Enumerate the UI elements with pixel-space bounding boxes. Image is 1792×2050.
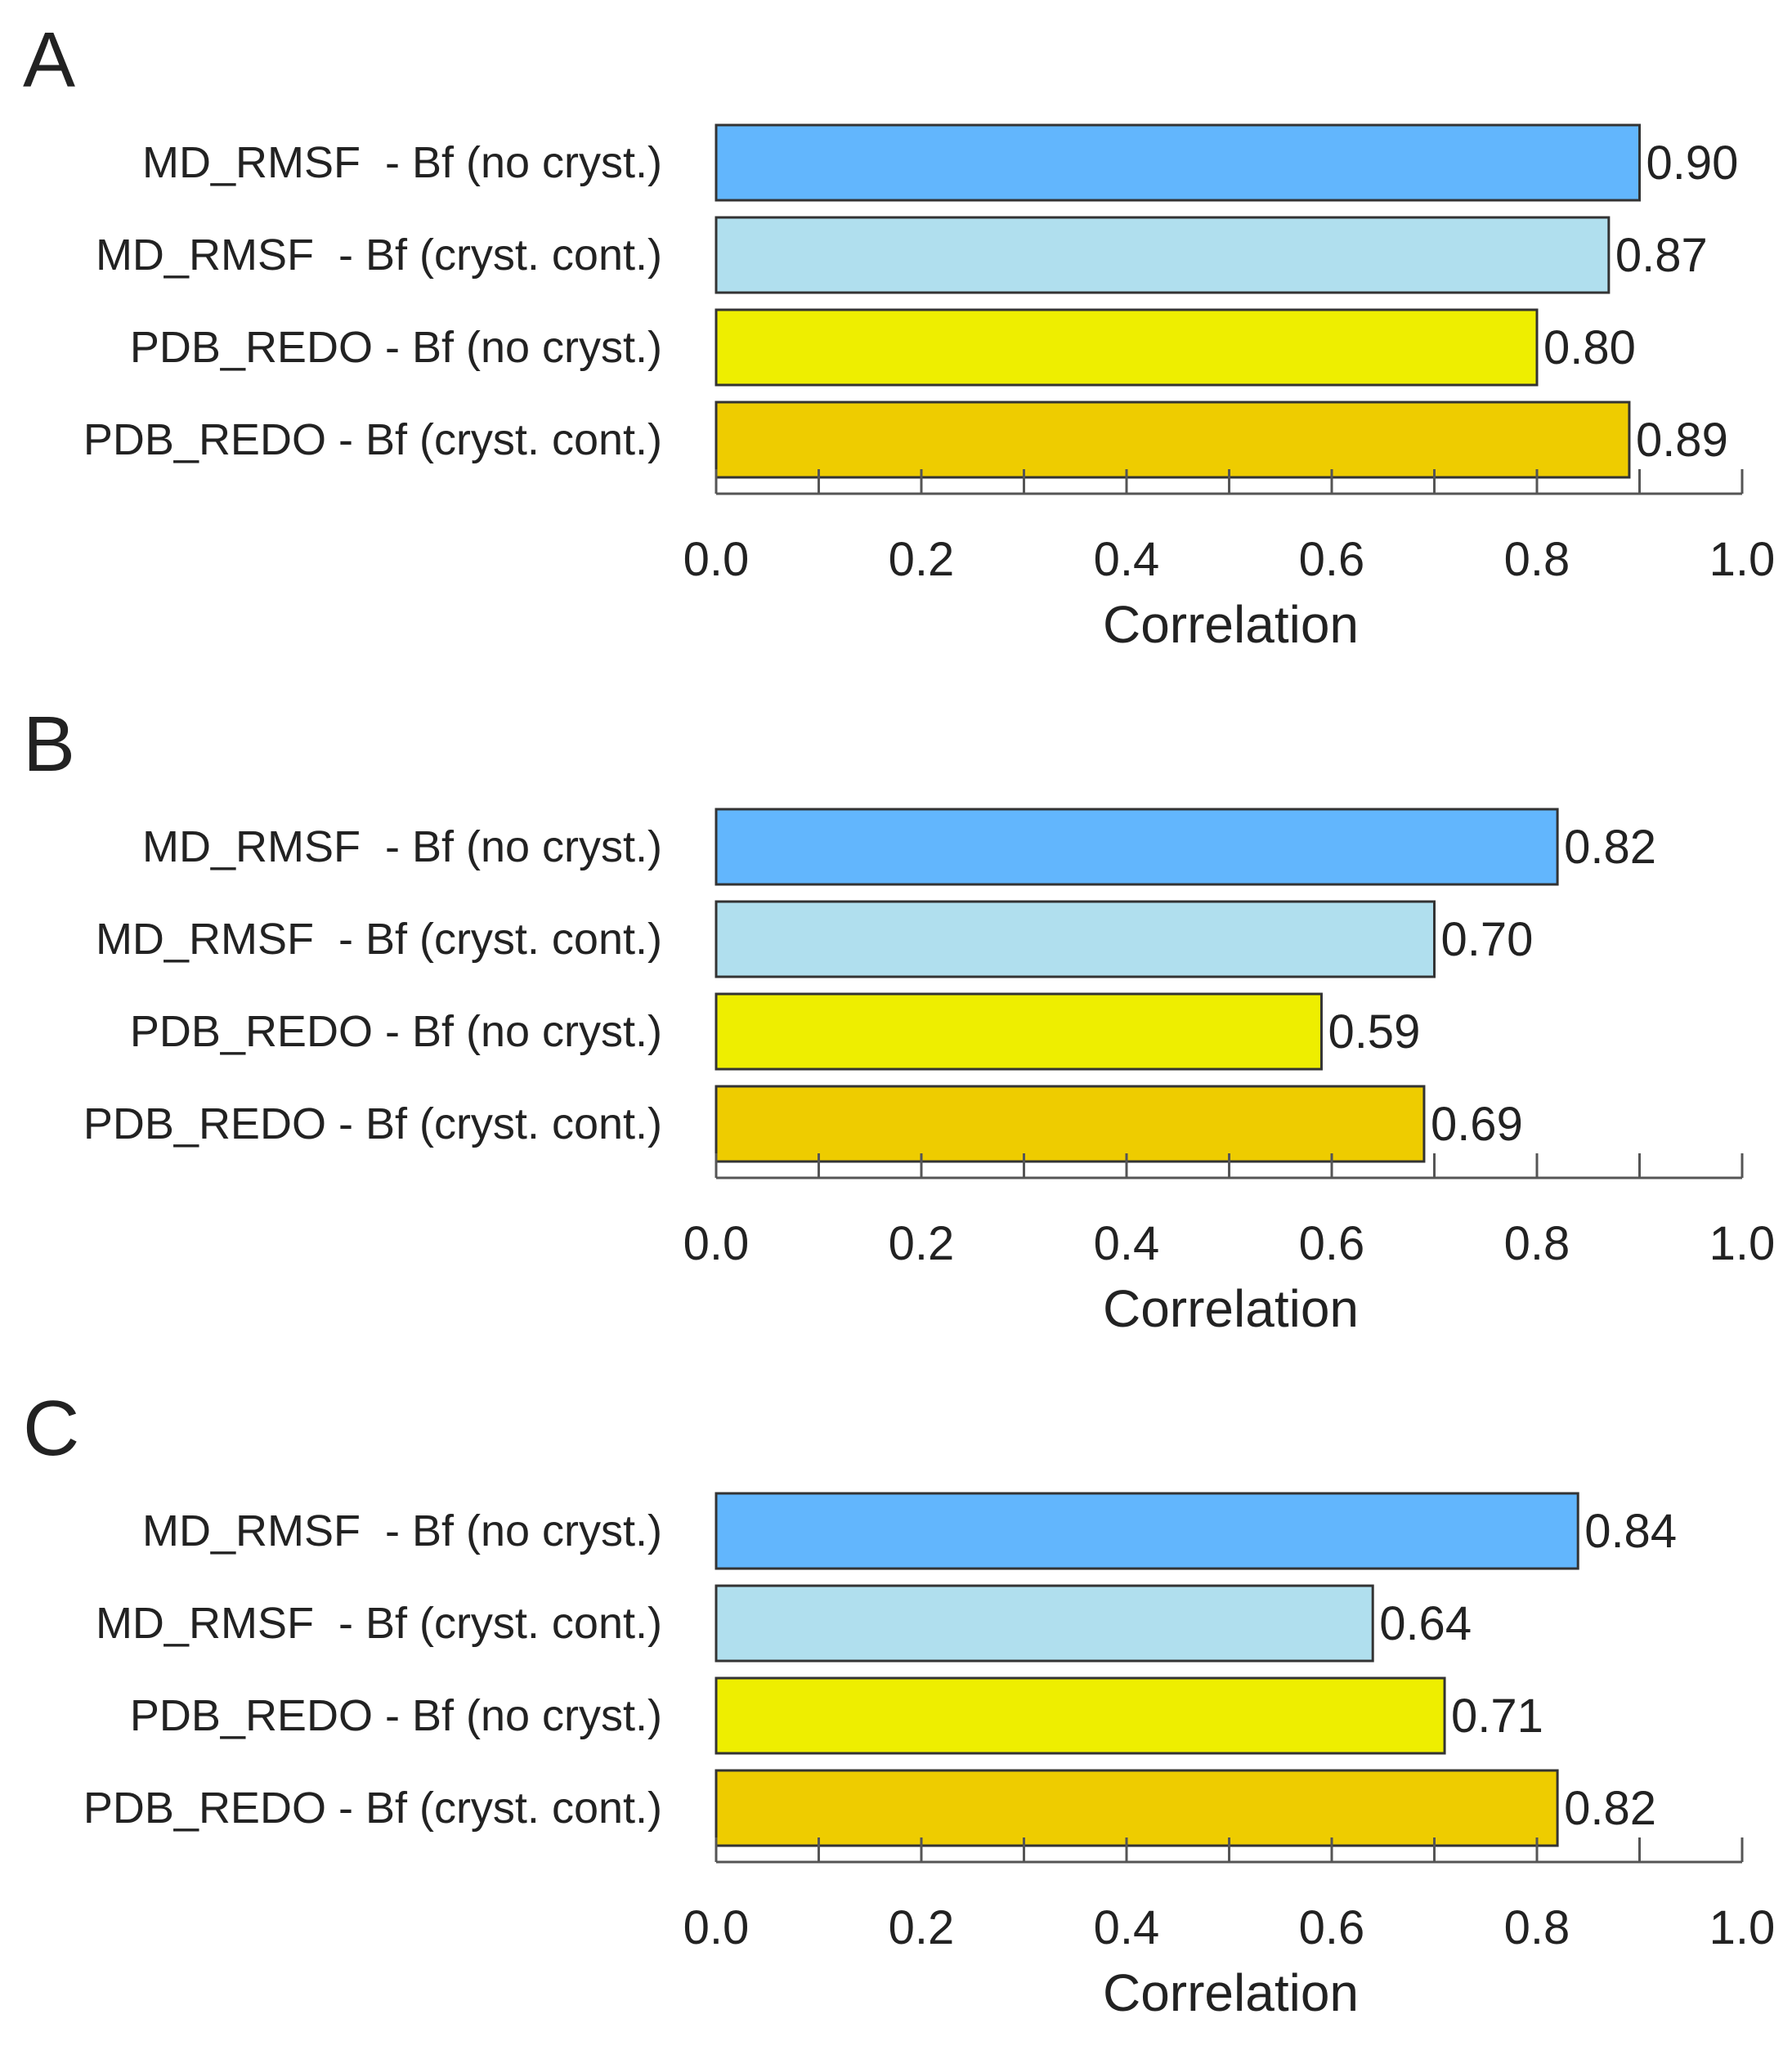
x-tick-label: 0.2 <box>889 1901 955 1954</box>
category-label: MD_RMSF - Bf (no cryst.) <box>142 1506 662 1555</box>
bar <box>715 1676 1446 1755</box>
x-tick-label: 0.4 <box>1094 1901 1160 1954</box>
x-tick-label: 1.0 <box>1709 533 1776 586</box>
category-label: PDB_REDO - Bf (no cryst.) <box>130 323 662 372</box>
x-axis-title: Correlation <box>1103 1963 1359 2022</box>
bar <box>715 123 1641 202</box>
category-label: PDB_REDO - Bf (cryst. cont.) <box>83 415 662 464</box>
panel-letter: A <box>23 16 75 104</box>
value-label: 0.82 <box>1564 821 1656 874</box>
bar <box>715 1085 1426 1163</box>
category-label: MD_RMSF - Bf (no cryst.) <box>142 822 662 871</box>
bar <box>715 900 1436 978</box>
category-label: MD_RMSF - Bf (cryst. cont.) <box>96 231 662 280</box>
category-label: MD_RMSF - Bf (cryst. cont.) <box>96 915 662 964</box>
bar <box>715 1584 1374 1663</box>
x-tick-label: 0.2 <box>889 1217 955 1270</box>
value-label: 0.84 <box>1584 1505 1677 1558</box>
value-label: 0.70 <box>1441 913 1534 966</box>
panel-c: C MD_RMSF - Bf (no cryst.) 0.84 MD_RMSF - B… <box>23 1385 1775 2022</box>
panel-b: B MD_RMSF - Bf (no cryst.) 0.82 MD_RMSF - B… <box>23 700 1775 1338</box>
value-label: 0.64 <box>1379 1597 1472 1650</box>
bar <box>715 1492 1579 1570</box>
category-label: PDB_REDO - Bf (cryst. cont.) <box>83 1099 662 1148</box>
bar <box>715 308 1539 387</box>
x-tick-label: 0.6 <box>1299 533 1365 586</box>
category-label: MD_RMSF - Bf (cryst. cont.) <box>96 1599 662 1648</box>
value-label: 0.90 <box>1646 137 1739 190</box>
x-tick-label: 1.0 <box>1709 1901 1776 1954</box>
x-tick-label: 0.2 <box>889 533 955 586</box>
value-label: 0.69 <box>1431 1098 1523 1151</box>
panel-letter: B <box>23 700 75 788</box>
x-tick-label: 0.0 <box>683 1217 750 1270</box>
value-label: 0.89 <box>1636 414 1728 467</box>
bar <box>715 216 1611 294</box>
bar <box>715 808 1559 886</box>
value-label: 0.80 <box>1543 321 1636 374</box>
x-tick-label: 0.8 <box>1504 1901 1570 1954</box>
x-tick-label: 0.8 <box>1504 1217 1570 1270</box>
x-tick-label: 0.6 <box>1299 1217 1365 1270</box>
x-tick-label: 0.0 <box>683 1901 750 1954</box>
value-label: 0.71 <box>1451 1690 1543 1743</box>
category-label: PDB_REDO - Bf (no cryst.) <box>130 1007 662 1056</box>
x-tick-label: 1.0 <box>1709 1217 1776 1270</box>
bar <box>715 992 1323 1071</box>
panel-a: A MD_RMSF - Bf (no cryst.) 0.90 MD_RMSF - B… <box>23 16 1775 654</box>
category-label: PDB_REDO - Bf (no cryst.) <box>130 1691 662 1740</box>
category-label: MD_RMSF - Bf (no cryst.) <box>142 138 662 187</box>
category-label: PDB_REDO - Bf (cryst. cont.) <box>83 1784 662 1833</box>
x-tick-label: 0.4 <box>1094 533 1160 586</box>
x-tick-label: 0.4 <box>1094 1217 1160 1270</box>
value-label: 0.87 <box>1615 229 1708 282</box>
panel-letter: C <box>23 1385 79 1472</box>
bar <box>715 401 1631 479</box>
x-tick-label: 0.6 <box>1299 1901 1365 1954</box>
x-tick-label: 0.0 <box>683 533 750 586</box>
x-tick-label: 0.8 <box>1504 533 1570 586</box>
bar <box>715 1769 1559 1847</box>
value-label: 0.59 <box>1328 1005 1420 1059</box>
x-axis-title: Correlation <box>1103 1279 1359 1338</box>
x-axis-title: Correlation <box>1103 595 1359 654</box>
value-label: 0.82 <box>1564 1782 1656 1835</box>
